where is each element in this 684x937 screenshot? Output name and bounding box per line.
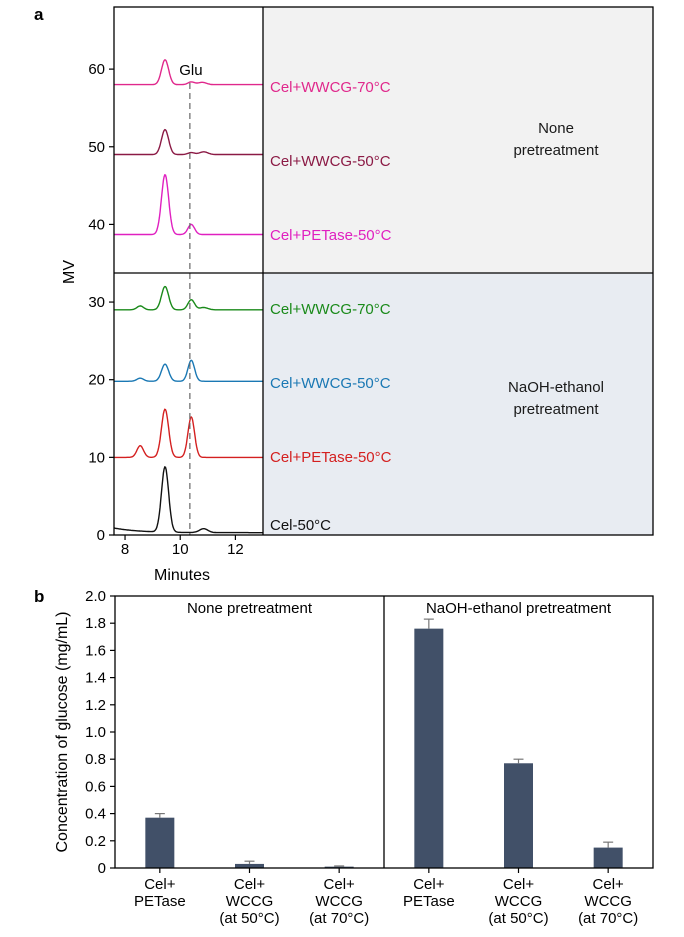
category-label: Cel+ (234, 876, 266, 893)
region-label-line2: pretreatment (513, 401, 599, 418)
category-label: (at 70°C) (578, 910, 638, 927)
region-label-line2: pretreatment (513, 142, 599, 159)
category-label: Cel+ (324, 876, 356, 893)
trace-4 (114, 359, 263, 382)
trace-3 (114, 285, 263, 311)
b-yaxis-title: Concentration of glucose (mg/mL) (54, 612, 71, 853)
trace-label-4: Cel+WWCG-50°C (270, 375, 391, 392)
region-label-line1: NaOH-ethanol (508, 379, 604, 396)
b-ytick-label: 1.8 (85, 615, 106, 632)
region-none-pretreatment-bg (263, 7, 653, 273)
a-ytick-label: 60 (88, 61, 105, 78)
b-ytick-label: 0.4 (85, 806, 106, 823)
b-ytick-label: 1.6 (85, 642, 106, 659)
bar-4 (504, 763, 533, 868)
trace-5 (114, 408, 263, 459)
group-labels: None pretreatment NaOH-ethanol pretreatme… (187, 600, 612, 617)
bar-5 (593, 847, 623, 868)
trace-label-6: Cel-50°C (270, 517, 331, 534)
a-ytick-label: 20 (88, 372, 105, 389)
b-ytick-label: 0 (98, 860, 106, 877)
b-ytick-label: 1.2 (85, 697, 106, 714)
category-label: (at 50°C) (488, 910, 548, 927)
category-label: Cel+ (593, 876, 625, 893)
glucose-bars (145, 618, 623, 868)
glu-label: Glu (179, 62, 202, 79)
a-xtick-label: 10 (172, 541, 189, 558)
trace-label-5: Cel+PETase-50°C (270, 449, 392, 466)
panel-b-letter: b (34, 587, 44, 606)
a-ytick-label: 40 (88, 216, 105, 233)
a-ytick-label: 0 (97, 527, 105, 544)
trace-labels: Cel+WWCG-70°C Cel+WWCG-50°C Cel+PETase-50°… (270, 79, 392, 534)
trace-0 (114, 59, 263, 86)
trace-2 (114, 174, 263, 236)
trace-6 (113, 466, 263, 534)
group-label-0: None pretreatment (187, 600, 313, 617)
panel-a-letter: a (34, 5, 44, 24)
glu-marker: Glu (179, 62, 203, 535)
category-label: WCCG (584, 893, 632, 910)
bar-3 (414, 628, 444, 868)
b-ytick-label: 0.8 (85, 751, 106, 768)
a-ytick-label: 50 (88, 139, 105, 156)
trace-label-1: Cel+WWCG-50°C (270, 153, 391, 170)
category-label: WCCG (226, 893, 274, 910)
region-labels: None pretreatment NaOH-ethanol pretreatment (508, 120, 604, 418)
a-xaxis-title: Minutes (154, 567, 210, 584)
category-label: PETase (403, 893, 455, 910)
bar-1 (235, 863, 264, 868)
region-label-line1: None (538, 120, 574, 137)
panel-a-frame (113, 6, 654, 536)
bar-0 (145, 817, 175, 868)
category-label: WCCG (495, 893, 543, 910)
b-ytick-label: 1.0 (85, 724, 106, 741)
category-label: WCCG (315, 893, 363, 910)
category-label: Cel+ (503, 876, 535, 893)
a-xtick-label: 8 (121, 541, 129, 558)
b-ytick-label: 0.6 (85, 778, 106, 795)
a-ytick-label: 10 (88, 449, 105, 466)
group-label-1: NaOH-ethanol pretreatment (426, 600, 612, 617)
panel-a-axes: 0 10 20 30 40 50 60 8 10 12 Minutes MV (61, 6, 654, 584)
trace-label-2: Cel+PETase-50°C (270, 227, 392, 244)
category-label: Cel+ (413, 876, 445, 893)
b-ytick-label: 1.4 (85, 670, 106, 687)
a-yaxis-title: MV (61, 260, 78, 284)
a-ytick-label: 30 (88, 294, 105, 311)
category-label: (at 70°C) (309, 910, 369, 927)
trace-1 (114, 128, 263, 156)
category-label: Cel+ (144, 876, 176, 893)
bar-2 (324, 866, 354, 868)
trace-label-0: Cel+WWCG-70°C (270, 79, 391, 96)
trace-label-3: Cel+WWCG-70°C (270, 301, 391, 318)
a-xtick-label: 12 (227, 541, 244, 558)
b-ytick-label: 0.2 (85, 833, 106, 850)
chromatogram-traces (113, 59, 263, 534)
category-label: (at 50°C) (219, 910, 279, 927)
panel-b-axes: 0 0.2 0.4 0.6 0.8 1.0 1.2 1.4 1.6 1.8 2.0 Concentra… (54, 588, 654, 877)
b-ytick-label: 2.0 (85, 588, 106, 605)
category-label: PETase (134, 893, 186, 910)
region-naoh-pretreatment-bg (263, 273, 653, 535)
